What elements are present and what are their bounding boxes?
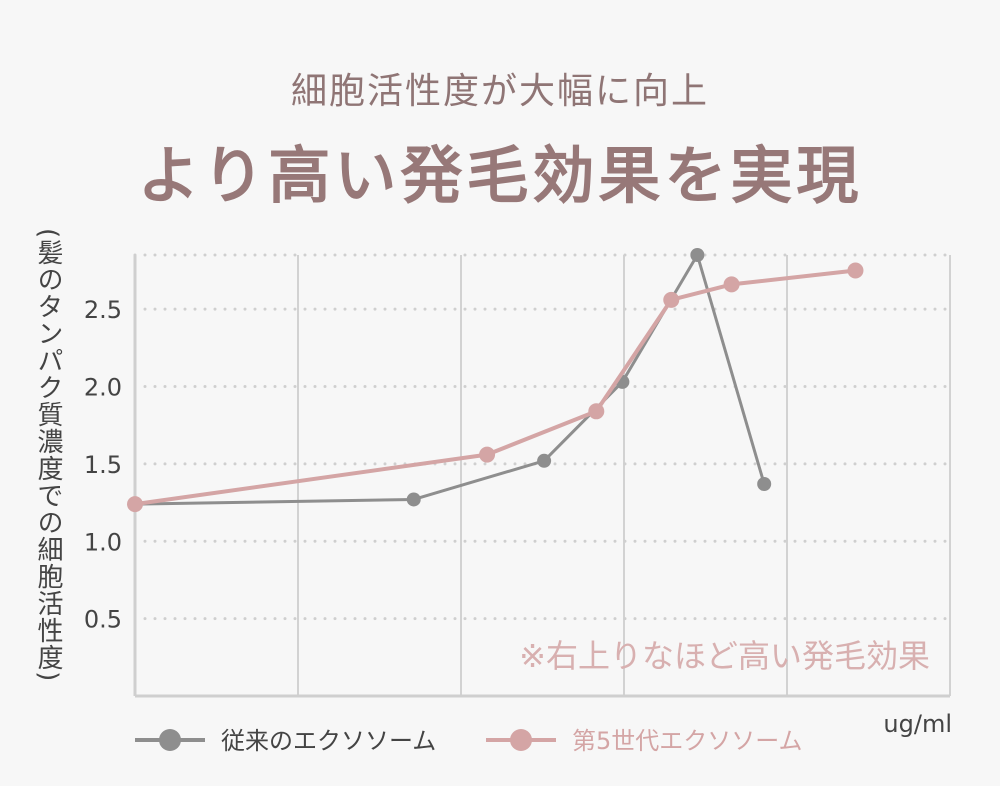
y-tick-label: 0.5: [84, 606, 122, 634]
series-line: [134, 253, 766, 506]
legend-marker: [510, 729, 532, 751]
data-point: [663, 291, 680, 308]
y-tick-label: 1.5: [84, 451, 122, 479]
legend-marker: [159, 729, 181, 751]
data-point: [757, 477, 772, 492]
y-tick-label: 1.0: [84, 528, 122, 556]
data-point: [127, 496, 143, 513]
y-axis-label: (髪のタンパク質濃度での細胞活性度): [33, 228, 63, 683]
data-point: [588, 403, 605, 420]
y-tick-label: 2.5: [84, 296, 122, 324]
data-point: [537, 453, 552, 468]
data-point: [406, 492, 421, 507]
chart-annotation: ※右上りなほど高い発毛効果: [519, 637, 930, 675]
x-axis-label: ug/ml: [883, 710, 952, 738]
series-line: [134, 268, 856, 507]
data-point: [479, 446, 496, 463]
data-point: [847, 262, 864, 279]
data-point: [723, 276, 740, 293]
y-tick-label: 2.0: [84, 374, 122, 402]
data-point: [690, 248, 705, 262]
legend-label: 第5世代エクソソーム: [572, 727, 803, 755]
legend-label: 従来のエクソソーム: [221, 727, 436, 755]
subtitle: 細胞活性度が大幅に向上: [290, 71, 709, 112]
page-title: より高い発毛効果を実現: [137, 139, 863, 212]
